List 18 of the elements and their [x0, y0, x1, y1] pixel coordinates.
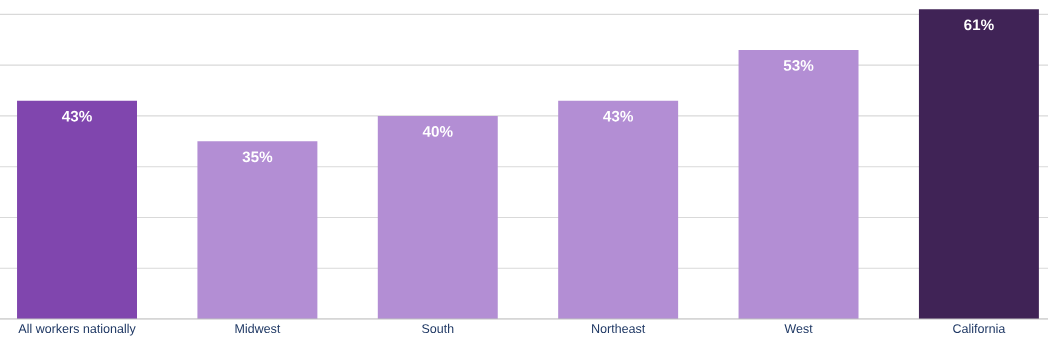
bar	[738, 49, 859, 319]
x-tick-label: California	[953, 323, 1006, 334]
data-label: 43%	[603, 110, 634, 122]
bar	[377, 115, 498, 319]
bar	[17, 100, 137, 319]
bar	[197, 141, 318, 319]
x-tick-label: Northeast	[592, 323, 646, 334]
data-label: 61%	[964, 19, 994, 31]
x-tick-label: South	[422, 323, 454, 334]
data-label: 43%	[61, 110, 92, 122]
x-tick-label: West	[784, 324, 813, 334]
bar	[558, 100, 679, 319]
data-label: 35%	[242, 151, 273, 163]
data-label: 40%	[422, 126, 453, 137]
x-tick-label: Midwest	[235, 323, 281, 334]
data-label: 53%	[783, 60, 814, 71]
bar	[918, 9, 1039, 319]
x-tick-label: All workers nationally	[18, 323, 136, 336]
